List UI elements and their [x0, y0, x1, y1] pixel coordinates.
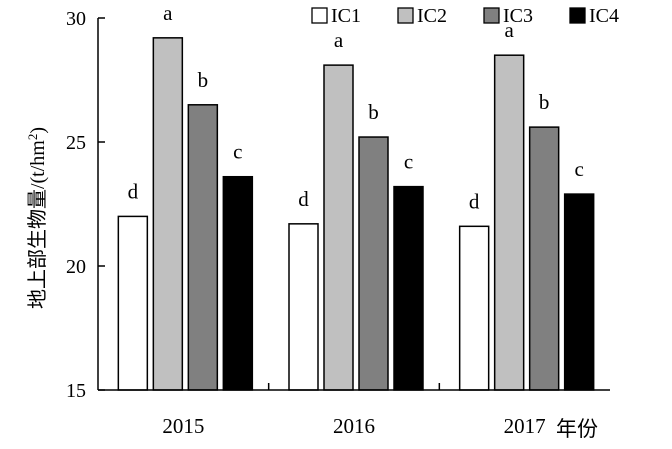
significance-label: b [368, 100, 379, 124]
bar-ic3-2015 [187, 104, 219, 391]
significance-label: d [298, 187, 309, 211]
bar-ic1-2016 [288, 223, 319, 391]
legend-swatch [483, 7, 500, 24]
significance-label: c [575, 157, 584, 181]
significance-label: a [334, 28, 344, 52]
legend-swatch [311, 7, 328, 24]
x-axis-unit-label: 年份 [556, 417, 598, 441]
significance-label: b [198, 68, 209, 92]
y-axis-label-main: 地上部生物量/(t/hm [26, 140, 49, 309]
significance-label: a [163, 1, 173, 25]
bar-ic4-2017 [563, 193, 595, 391]
significance-label: d [128, 179, 139, 203]
y-tick-label: 15 [66, 380, 86, 402]
legend-label: IC4 [589, 5, 619, 27]
x-tick-label-2016: 2016 [333, 414, 375, 438]
legend-item-ic3: IC3 [483, 5, 533, 27]
legend-label: IC1 [331, 5, 361, 27]
y-axis-label-superscript: 2 [25, 134, 40, 141]
bars-layer [117, 37, 595, 391]
bar-ic2-2015 [152, 37, 184, 391]
significance-label: c [404, 150, 413, 174]
bar-ic2-2017 [493, 54, 525, 391]
bar-ic3-2017 [528, 126, 560, 391]
y-tick-label: 20 [66, 256, 86, 278]
y-tick-label: 25 [66, 132, 86, 154]
bar-ic1-2015 [117, 215, 149, 391]
legend-item-ic2: IC2 [397, 5, 447, 27]
legend: IC1 IC2 IC3 IC4 [311, 5, 619, 27]
bar-ic3-2016 [358, 136, 389, 391]
y-axis-label-suffix: ) [27, 127, 49, 134]
legend-label: IC3 [503, 5, 533, 27]
axes-layer [97, 18, 610, 391]
y-tick-label: 30 [66, 8, 86, 30]
y-ticks-layer: 15 20 25 30 [66, 8, 105, 402]
x-tick-label-2015: 2015 [162, 414, 204, 438]
bar-ic2-2016 [323, 64, 354, 391]
bar-ic4-2016 [393, 185, 424, 391]
bar-ic4-2015 [222, 175, 254, 391]
significance-labels-layer: d a b c d a b c d a b c [128, 1, 584, 213]
legend-label: IC2 [417, 5, 447, 27]
x-tick-label-2017: 2017 [504, 414, 546, 438]
significance-label: a [505, 18, 515, 42]
legend-swatch [569, 7, 586, 24]
legend-swatch [397, 7, 414, 24]
x-ticks-layer: 2015 2016 2017 [162, 383, 546, 438]
legend-item-ic4: IC4 [569, 5, 619, 27]
y-axis-label: 地上部生物量/(t/hm2) [25, 127, 50, 309]
significance-label: d [469, 189, 480, 213]
significance-label: b [539, 90, 550, 114]
bar-ic1-2017 [458, 225, 490, 391]
significance-label: c [233, 140, 242, 164]
legend-item-ic1: IC1 [311, 5, 361, 27]
